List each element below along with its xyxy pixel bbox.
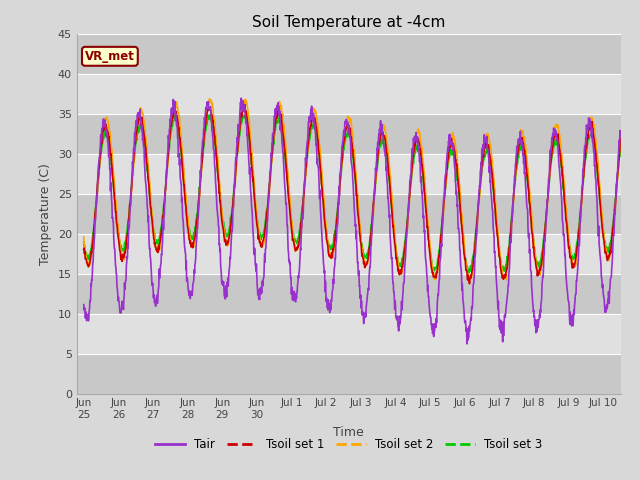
Legend: Tair, Tsoil set 1, Tsoil set 2, Tsoil set 3: Tair, Tsoil set 1, Tsoil set 2, Tsoil se…	[150, 433, 547, 456]
Bar	[77, 313, 621, 354]
Bar	[77, 34, 621, 73]
Y-axis label: Temperature (C): Temperature (C)	[39, 163, 52, 264]
Title: Soil Temperature at -4cm: Soil Temperature at -4cm	[252, 15, 445, 30]
Bar	[77, 154, 621, 193]
Text: VR_met: VR_met	[85, 50, 135, 63]
X-axis label: Time: Time	[333, 426, 364, 439]
Bar	[77, 73, 621, 114]
Bar	[77, 234, 621, 274]
Bar	[77, 193, 621, 234]
Bar	[77, 114, 621, 154]
Bar	[77, 354, 621, 394]
Bar	[77, 274, 621, 313]
